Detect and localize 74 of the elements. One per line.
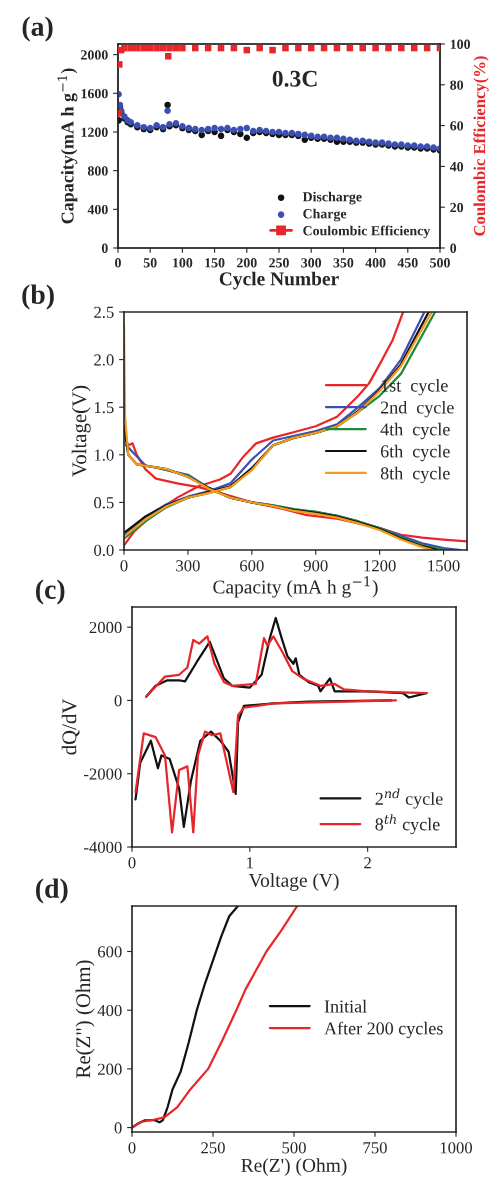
y2-tick-label: 40	[449, 161, 464, 172]
legend-label: 2nd cycle	[380, 400, 454, 418]
x-tick-label: 0	[128, 857, 136, 869]
x-axis-title: Capacity (mA h g$^{−1}$)	[213, 576, 378, 598]
legend-label: 4th cycle	[380, 422, 450, 440]
legend-label: Charge	[303, 208, 347, 222]
x-tick-label: 600	[240, 560, 264, 572]
x-tick-label: 1500	[428, 560, 460, 572]
legend-label: 8$^{th}$ cycle	[375, 814, 440, 835]
x-tick-label: 500	[282, 1142, 306, 1154]
annotation: 0.3C	[272, 70, 317, 87]
y2-tick-label: 60	[450, 121, 464, 131]
y-tick-label: 1.5	[94, 401, 114, 414]
y2-tick-label: 100	[450, 39, 471, 49]
y-tick-label: 400	[97, 1004, 122, 1017]
x-tick-label: 350	[333, 258, 354, 268]
y-tick-label: 1600	[81, 88, 108, 99]
legend-label: Discharge	[302, 191, 362, 205]
x-axis-title: Re(Z') (Ohm)	[241, 1158, 347, 1176]
legend-label: Coulombic Efficiency	[303, 225, 431, 239]
chart-title: (b)	[22, 284, 54, 310]
legend-label: 6th cycle	[380, 444, 450, 462]
y2-tick-label: 0	[450, 243, 457, 253]
y-axis-title: Voltage(V)	[71, 385, 91, 477]
y-tick-label: 2.0	[94, 354, 114, 366]
x-tick-label: 100	[173, 258, 193, 268]
x-tick-label: 250	[201, 1142, 225, 1154]
legend-label: 2$^{nd}$ cycle	[375, 788, 443, 809]
x-tick-label: 900	[303, 560, 328, 572]
x-tick-label: 500	[430, 258, 450, 268]
x-tick-label: 50	[143, 258, 157, 268]
y2-tick-label: 80	[450, 80, 464, 90]
y2-axis-title: Coulombic Efficiency(%)	[473, 56, 489, 236]
y-tick-label: 0.5	[94, 497, 114, 509]
legend-label: 8th cycle	[380, 466, 450, 484]
x-tick-label: 150	[205, 258, 225, 268]
x-tick-label: 300	[301, 258, 322, 268]
y-tick-label: 2.5	[94, 306, 114, 319]
x-tick-label: 1000	[440, 1142, 473, 1154]
y2-tick-label: 20	[450, 202, 464, 213]
x-tick-label: 250	[269, 258, 289, 268]
legend-label: Initial	[324, 999, 367, 1013]
x-tick-label: 0	[128, 1142, 136, 1154]
x-tick-label: 1200	[364, 560, 396, 572]
y-tick-label: 2000	[81, 50, 108, 60]
x-tick-label: 750	[363, 1142, 387, 1154]
y-tick-label: 200	[98, 1063, 122, 1075]
y-tick-label: 0.0	[94, 544, 114, 557]
y-tick-label: 1.0	[94, 449, 114, 461]
x-axis-title: Cycle Number	[219, 271, 339, 290]
y-axis-title: dQ/dV	[61, 698, 80, 755]
x-tick-label: 1	[247, 857, 253, 869]
y-tick-label: 800	[87, 166, 108, 176]
x-tick-label: 400	[365, 258, 386, 268]
chart-title: (a)	[22, 16, 53, 42]
y-tick-label: 0	[101, 243, 108, 253]
x-axis-title: Voltage (V)	[248, 873, 339, 891]
y-tick-label: 0	[114, 1122, 122, 1134]
x-tick-label: 450	[397, 258, 418, 268]
y-tick-label: 1200	[81, 127, 108, 137]
y-tick-label: 0	[114, 695, 122, 707]
y-axis-title: Capacity(mA h g$^{−1}$)	[57, 68, 78, 224]
y-tick-label: 400	[87, 204, 108, 215]
y-tick-label: -4000	[84, 841, 122, 853]
y-tick-label: 2000	[89, 621, 122, 634]
y-tick-label: -2000	[84, 768, 122, 780]
x-tick-label: 2	[364, 857, 371, 869]
y-axis-title: Re(Z") (Ohm)	[75, 960, 95, 1078]
chart-title: (d)	[36, 878, 68, 904]
legend-label: After 200 cycles	[324, 1021, 443, 1039]
x-tick-label: 200	[236, 258, 257, 268]
x-tick-label: 300	[176, 560, 200, 572]
y-tick-label: 600	[97, 946, 122, 958]
chart-title: (c)	[36, 579, 65, 605]
